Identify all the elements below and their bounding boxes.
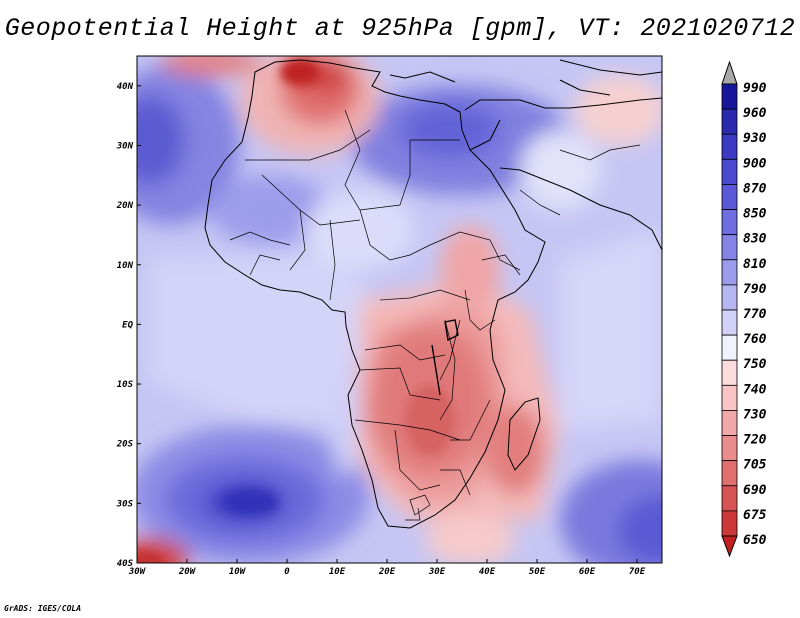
y-tick-label: EQ <box>122 320 133 330</box>
x-tick-label: 50E <box>529 567 546 577</box>
y-tick-label: 20N <box>116 201 134 211</box>
chart-title: Geopotential Height at 925hPa [gpm], VT:… <box>4 14 796 43</box>
y-tick-label: 20S <box>116 440 134 450</box>
colorbar-label: 760 <box>743 332 767 347</box>
colorbar-label: 900 <box>743 156 767 171</box>
colorbar-label: 870 <box>743 181 767 196</box>
x-tick-label: 30W <box>128 567 147 577</box>
colorbar-label: 850 <box>743 207 767 222</box>
colorbar-bin <box>721 334 738 361</box>
x-tick-label: 0 <box>284 567 290 577</box>
colorbar-label: 770 <box>743 307 767 322</box>
colorbar-bin <box>721 435 738 462</box>
colorbar-label: 675 <box>743 508 767 523</box>
colorbar-bin <box>721 83 738 110</box>
colorbar-label: 930 <box>743 131 767 146</box>
y-tick-label: 40S <box>117 559 134 569</box>
colorbar-bin <box>721 359 738 386</box>
colorbar-bin <box>721 259 738 286</box>
grads-credit: GrADS: IGES/COLA <box>4 604 82 613</box>
colorbar-label: 740 <box>743 382 767 397</box>
colorbar-bin <box>721 309 738 336</box>
colorbar-bin <box>721 209 738 236</box>
colorbar-label: 720 <box>743 433 767 448</box>
colorbar-label: 750 <box>743 357 767 372</box>
colorbar-top-arrow <box>721 60 738 85</box>
x-tick-label: 60E <box>579 567 596 577</box>
colorbar-bin <box>721 510 738 537</box>
colorbar-label: 830 <box>743 232 767 247</box>
x-tick-label: 30E <box>428 567 446 577</box>
x-tick-label: 10W <box>229 567 247 577</box>
y-tick-label: 10S <box>117 380 134 390</box>
map-frame <box>136 55 663 564</box>
colorbar-label: 730 <box>743 407 767 422</box>
colorbar-label: 990 <box>743 81 767 96</box>
colorbar-bin <box>721 133 738 160</box>
y-tick-label: 10N <box>117 261 134 271</box>
colorbar-bin <box>721 108 738 135</box>
colorbar-bin <box>721 485 738 512</box>
map-axes: 30W 20W 10W 0 10E 20E 30E 40E 50E 60E 70E 40N 30N 20N… <box>116 82 646 577</box>
colorbar-bin <box>721 384 738 411</box>
x-tick-label: 10E <box>329 567 346 577</box>
x-tick-label: 70E <box>629 567 646 577</box>
colorbar-label: 810 <box>743 257 767 272</box>
country-borders <box>229 109 641 521</box>
colorbar-label: 790 <box>743 282 767 297</box>
lakes <box>431 319 459 396</box>
colorbar-label: 960 <box>743 106 767 121</box>
colorbar-bin <box>721 460 738 487</box>
y-tick-label: 40N <box>117 82 134 92</box>
x-tick-label: 40E <box>479 567 496 577</box>
colorbar-bin <box>721 284 738 311</box>
colorbar-label: 690 <box>743 483 767 498</box>
colorbar-bin <box>721 410 738 436</box>
coastlines <box>204 59 662 529</box>
colorbar-label: 705 <box>743 458 767 473</box>
colorbar-bin <box>721 184 738 210</box>
colorbar-bin <box>721 234 738 261</box>
colorbar-bin <box>721 158 738 185</box>
colorbar-bottom-arrow <box>721 535 738 558</box>
y-tick-label: 30S <box>116 499 134 509</box>
x-tick-label: 20E <box>378 567 396 577</box>
y-tick-label: 30N <box>116 141 134 151</box>
colorbar-label: 650 <box>743 533 767 548</box>
x-tick-label: 20W <box>178 567 197 577</box>
